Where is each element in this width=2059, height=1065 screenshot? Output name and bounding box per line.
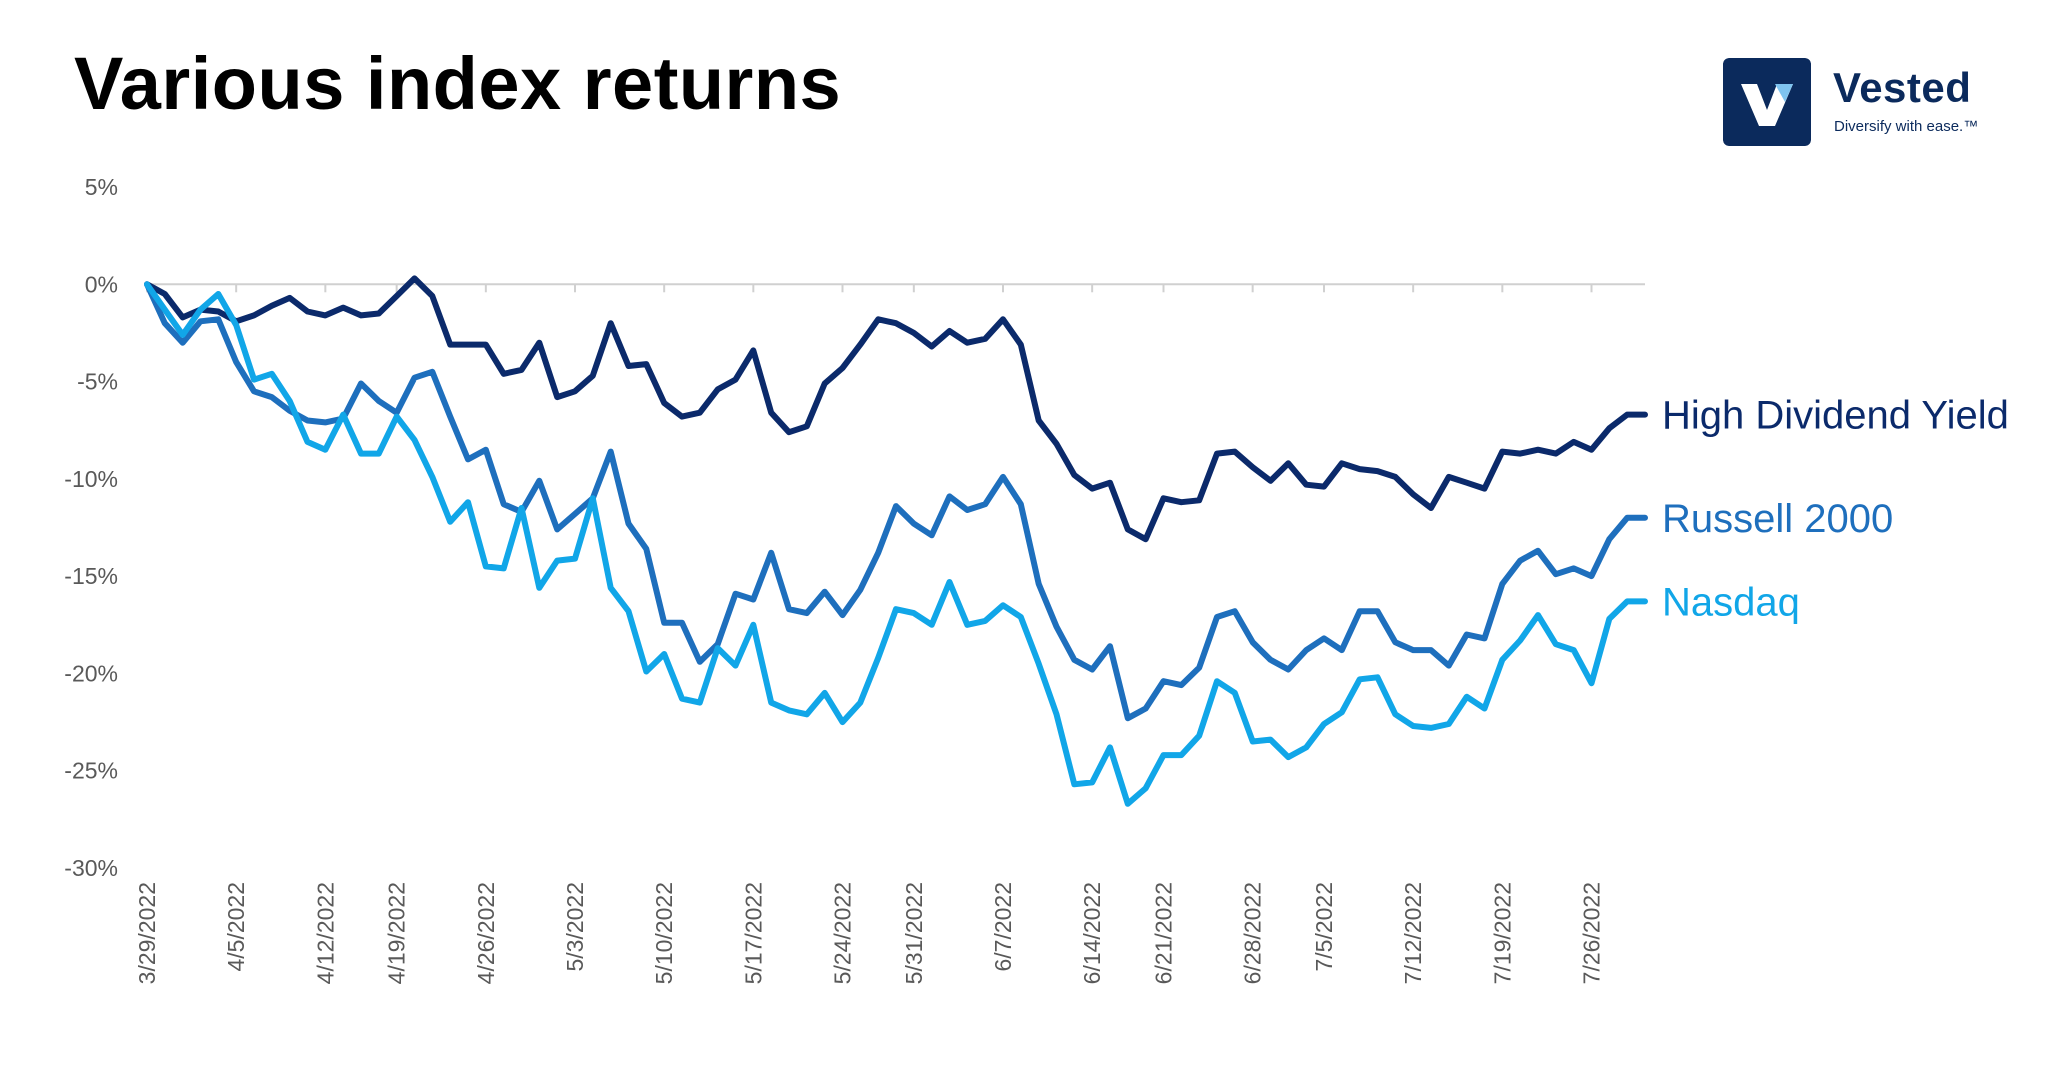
series-line-nasdaq	[144, 281, 1648, 807]
x-tick-label: 7/5/2022	[1311, 882, 1337, 972]
series-line-russell-2000	[144, 281, 1648, 722]
x-tick-label: 5/3/2022	[562, 882, 588, 972]
x-tick-label: 4/19/2022	[384, 882, 410, 984]
x-tick-label: 7/19/2022	[1489, 882, 1515, 984]
x-tick-label: 4/26/2022	[473, 882, 499, 984]
x-tick-label: 6/7/2022	[990, 882, 1016, 972]
x-tick-label: 3/29/2022	[134, 882, 160, 984]
x-tick-label: 6/14/2022	[1079, 882, 1105, 984]
y-tick-label: -15%	[64, 563, 118, 589]
series-label: Russell 2000	[1662, 497, 1893, 541]
x-tick-label: 4/12/2022	[312, 882, 338, 984]
series-line-high-dividend-yield	[144, 275, 1648, 543]
y-tick-label: -20%	[64, 660, 118, 686]
y-axis-tick-labels: 5% 0% -5% -10% -15% -20% -25% -30%	[64, 174, 118, 881]
chart-title: Various index returns	[74, 42, 842, 125]
x-tick-label: 6/28/2022	[1240, 882, 1266, 984]
vested-logo-icon	[1723, 58, 1811, 146]
x-tick-label: 4/5/2022	[223, 882, 249, 972]
x-tick-label: 5/24/2022	[830, 882, 856, 984]
series-lines	[144, 275, 1648, 807]
brand-tagline: Diversify with ease.™	[1834, 118, 1979, 135]
axis-layer	[146, 283, 1645, 293]
y-tick-label: -10%	[64, 466, 118, 492]
series-end-labels: High Dividend Yield Russell 2000 Nasdaq	[1662, 394, 2009, 625]
brand-name: Vested	[1833, 64, 1972, 111]
y-tick-label: -5%	[77, 369, 118, 395]
x-tick-label: 6/21/2022	[1151, 882, 1177, 984]
x-tick-label: 5/31/2022	[901, 882, 927, 984]
x-tick-label: 5/10/2022	[651, 882, 677, 984]
x-tick-label: 5/17/2022	[740, 882, 766, 984]
series-label: Nasdaq	[1662, 580, 1800, 624]
y-tick-label: 0%	[85, 271, 118, 297]
x-axis-tick-labels: 3/29/2022 4/5/2022 4/12/2022 4/19/2022 4/26/…	[134, 882, 1605, 984]
x-tick-label: 7/26/2022	[1579, 882, 1605, 984]
brand-logo: Vested Diversify with ease.™	[1723, 58, 2023, 146]
y-tick-label: -30%	[64, 855, 118, 881]
y-tick-label: -25%	[64, 758, 118, 784]
y-tick-label: 5%	[85, 174, 118, 200]
x-tick-label: 7/12/2022	[1400, 882, 1426, 984]
series-label: High Dividend Yield	[1662, 394, 2009, 438]
